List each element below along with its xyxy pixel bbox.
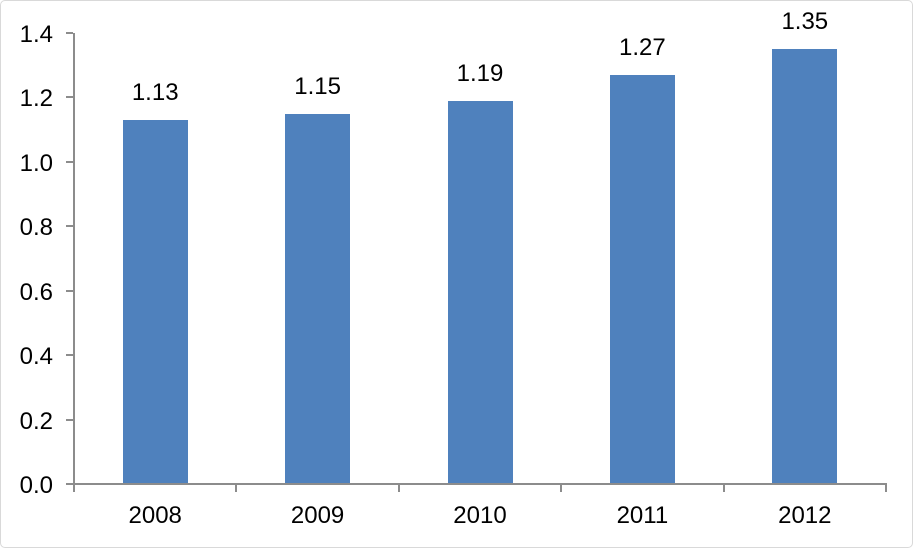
y-tick-label: 1.4 [19,21,53,48]
bar-value-label: 1.19 [456,59,504,87]
x-axis-category-label: 2008 [128,502,182,529]
bar-value-label: 1.15 [294,72,341,100]
y-tick [66,32,73,34]
x-axis-category-label: 2011 [616,502,669,529]
y-tick-label: 0.6 [19,278,53,306]
y-tick [66,96,73,99]
bar-2009 [285,113,351,483]
x-tick [885,485,887,492]
bar-2008 [122,119,188,483]
bar-value-label: 1.13 [131,78,179,106]
x-axis-line [73,483,887,485]
y-tick-label: 1.2 [19,85,53,113]
bar-2011 [609,74,675,483]
y-tick [66,483,73,485]
x-axis-category-label: 2009 [290,502,345,529]
bar-2010 [447,100,513,483]
bar-2012 [772,49,838,483]
y-axis-line [73,33,75,484]
bar-value-label: 1.35 [781,8,829,36]
y-tick-label: 1.0 [19,149,53,177]
x-tick [722,485,725,492]
x-axis-category-label: 2012 [778,502,832,529]
y-tick [66,225,73,228]
y-tick [66,160,73,163]
bar-value-label: 1.27 [619,33,666,61]
x-tick [397,485,400,492]
x-tick [235,485,238,492]
x-tick [73,485,75,492]
y-tick-label: 0.4 [19,343,53,371]
x-tick [560,485,563,492]
y-tick-label: 0.8 [19,214,53,242]
y-tick [66,289,73,292]
y-tick-label: 0.0 [19,472,53,499]
y-tick [66,354,73,357]
y-tick [66,418,73,421]
x-axis-category-label: 2010 [453,502,507,529]
y-tick-label: 0.2 [19,407,53,435]
